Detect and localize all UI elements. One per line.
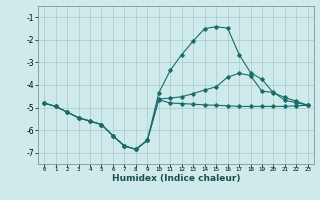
X-axis label: Humidex (Indice chaleur): Humidex (Indice chaleur)	[112, 174, 240, 183]
